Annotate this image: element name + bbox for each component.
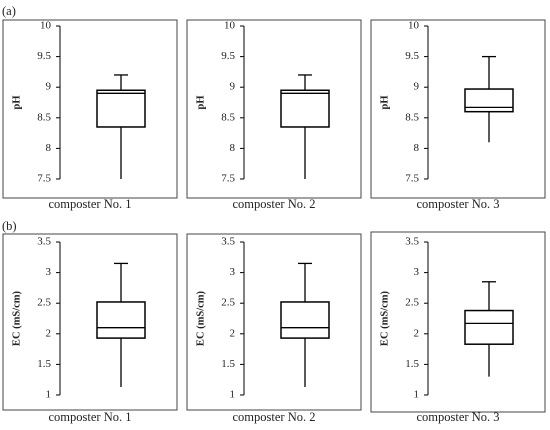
y-tick-label: 2 xyxy=(414,327,420,339)
y-tick-label: 2 xyxy=(230,327,236,339)
y-tick-label: 10 xyxy=(408,20,420,32)
y-tick-label: 3.5 xyxy=(221,236,235,248)
x-axis-label: composter No. 3 xyxy=(417,410,500,424)
y-tick-label: 3.5 xyxy=(37,236,51,248)
y-axis-label: pH xyxy=(11,95,22,109)
y-tick-label: 9 xyxy=(230,81,236,93)
x-axis-label: composter No. 1 xyxy=(49,410,132,424)
y-tick-label: 10 xyxy=(224,20,236,32)
x-axis-label: composter No. 2 xyxy=(233,410,316,424)
box xyxy=(96,301,146,339)
y-tick-label: 3 xyxy=(414,266,420,278)
panel-label: (b) xyxy=(2,219,17,233)
box xyxy=(464,88,514,113)
y-tick-label: 8.5 xyxy=(221,111,235,123)
y-tick-label: 8 xyxy=(414,142,420,154)
x-axis-label: composter No. 1 xyxy=(49,197,132,211)
y-tick-label: 2 xyxy=(46,327,52,339)
y-tick-label: 3 xyxy=(230,266,236,278)
y-tick-label: 2.5 xyxy=(37,297,51,309)
box xyxy=(96,89,146,128)
panel-label: (a) xyxy=(2,4,16,18)
y-tick-label: 10 xyxy=(40,20,52,32)
y-tick-label: 8.5 xyxy=(405,111,419,123)
y-tick-label: 9.5 xyxy=(405,50,419,62)
box xyxy=(280,301,330,339)
y-axis-label: pH xyxy=(379,95,390,109)
y-tick-label: 1 xyxy=(46,389,52,401)
y-tick-label: 9 xyxy=(46,81,52,93)
x-axis-label: composter No. 2 xyxy=(233,197,316,211)
y-tick-label: 1.5 xyxy=(221,358,235,370)
panel-frame xyxy=(370,231,546,413)
panel-frame xyxy=(2,233,178,411)
y-tick-label: 7.5 xyxy=(221,173,235,185)
y-tick-label: 3.5 xyxy=(405,236,419,248)
y-axis-label: pH xyxy=(195,95,206,109)
panel-frame xyxy=(186,19,362,199)
box xyxy=(464,309,514,345)
panel-frame xyxy=(2,19,178,199)
y-tick-label: 8 xyxy=(230,142,236,154)
y-tick-label: 8.5 xyxy=(37,111,51,123)
y-tick-label: 9.5 xyxy=(221,50,235,62)
y-tick-label: 2.5 xyxy=(405,297,419,309)
y-axis-label: EC (mS/cm) xyxy=(195,290,206,346)
panel-frame xyxy=(186,233,362,411)
y-tick-label: 9.5 xyxy=(37,50,51,62)
y-tick-label: 1 xyxy=(414,389,420,401)
y-tick-label: 3 xyxy=(46,266,52,278)
y-tick-label: 2.5 xyxy=(221,297,235,309)
y-tick-label: 1 xyxy=(230,389,236,401)
y-tick-label: 9 xyxy=(414,81,420,93)
y-tick-label: 7.5 xyxy=(405,173,419,185)
y-tick-label: 7.5 xyxy=(37,173,51,185)
x-axis-label: composter No. 3 xyxy=(417,197,500,211)
panel-frame xyxy=(370,19,546,199)
box xyxy=(280,89,330,128)
y-tick-label: 1.5 xyxy=(405,358,419,370)
y-axis-label: EC (mS/cm) xyxy=(379,290,390,346)
y-axis-label: EC (mS/cm) xyxy=(11,290,22,346)
y-tick-label: 1.5 xyxy=(37,358,51,370)
y-tick-label: 8 xyxy=(46,142,52,154)
